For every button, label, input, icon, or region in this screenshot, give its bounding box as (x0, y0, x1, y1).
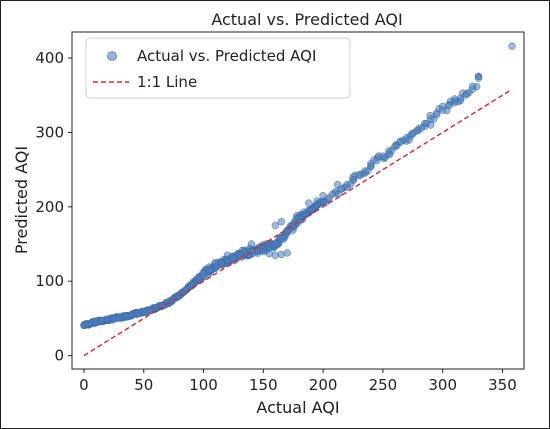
scatter-point (277, 218, 285, 226)
legend: Actual vs. Predicted AQI 1:1 Line (85, 37, 351, 99)
scatter-point (367, 160, 375, 168)
legend-label-line: 1:1 Line (137, 73, 197, 91)
scatter-point (361, 167, 369, 175)
scatter-point (301, 210, 309, 218)
scatter-point (319, 192, 327, 200)
y-axis-ticks: 0 100 200 300 400 (35, 49, 72, 365)
scatter-point (293, 212, 301, 220)
scatter-point (247, 240, 256, 248)
scatter-point (433, 110, 441, 119)
y-tick-label: 100 (35, 272, 64, 290)
scatter-point (305, 199, 313, 207)
scatter-point (211, 258, 220, 267)
scatter-point (265, 250, 273, 258)
scatter-point (193, 275, 202, 283)
scatter-point (271, 251, 279, 259)
scatter-point (456, 94, 465, 102)
scatter-point (205, 266, 214, 274)
scatter-point (439, 106, 447, 114)
scatter-point (373, 157, 381, 165)
x-tick-label: 350 (488, 376, 517, 394)
scatter-point (397, 138, 405, 146)
scatter-point (187, 281, 196, 289)
scatter-point (223, 251, 232, 259)
x-tick-label: 100 (189, 376, 218, 394)
scatter-point (313, 197, 321, 205)
scatter-point (271, 240, 279, 248)
legend-label-scatter: Actual vs. Predicted AQI (137, 47, 316, 65)
scatter-point (92, 318, 100, 326)
x-tick-label: 0 (79, 376, 89, 394)
scatter-point (409, 130, 417, 138)
scatter-point (405, 136, 413, 144)
scatter-point (122, 312, 130, 320)
x-tick-label: 200 (309, 376, 338, 394)
reference-line-group (83, 88, 513, 357)
scatter-point (385, 149, 393, 157)
reference-line (83, 88, 513, 357)
scatter-point (349, 173, 357, 181)
scatter-point (199, 270, 208, 278)
scatter-point (508, 42, 516, 50)
scatter-point (445, 101, 453, 110)
scatter-point (474, 74, 483, 82)
scatter-point (116, 314, 124, 322)
plot-area (71, 31, 525, 370)
scatter-point (229, 254, 238, 262)
legend-marker-scatter (107, 51, 117, 61)
y-tick-label: 300 (35, 123, 64, 141)
scatter-point (333, 180, 342, 189)
scatter-point (391, 142, 399, 151)
x-tick-label: 250 (369, 376, 398, 394)
chart-title: Actual vs. Predicted AQI (211, 10, 402, 29)
scatter-point (468, 85, 477, 93)
scatter-point (307, 206, 315, 214)
scatter-point (427, 121, 435, 129)
x-tick-label: 50 (134, 376, 153, 394)
scatter-point (343, 180, 351, 189)
scatter-point (415, 125, 423, 133)
x-axis-label: Actual AQI (256, 398, 339, 417)
y-axis-label: Predicted AQI (12, 146, 31, 254)
scatter-point (104, 316, 112, 324)
scatter-point (277, 235, 285, 243)
y-tick-label: 200 (35, 198, 64, 216)
x-tick-label: 300 (428, 376, 457, 394)
scatter-point (128, 311, 136, 319)
scatter-point (379, 152, 387, 160)
scatter-point (450, 95, 459, 103)
scatter-points (80, 42, 516, 330)
scatter-point (462, 90, 471, 98)
y-tick-label: 400 (35, 49, 64, 67)
legend-box (85, 37, 351, 99)
x-axis-ticks: 0 50 100 150 200 250 300 350 (79, 369, 517, 394)
scatter-point (98, 316, 106, 325)
y-tick-label: 0 (54, 347, 64, 365)
x-tick-label: 150 (249, 376, 278, 394)
scatter-point (271, 221, 279, 230)
scatter-point (283, 249, 291, 257)
scatter-point (331, 189, 339, 198)
